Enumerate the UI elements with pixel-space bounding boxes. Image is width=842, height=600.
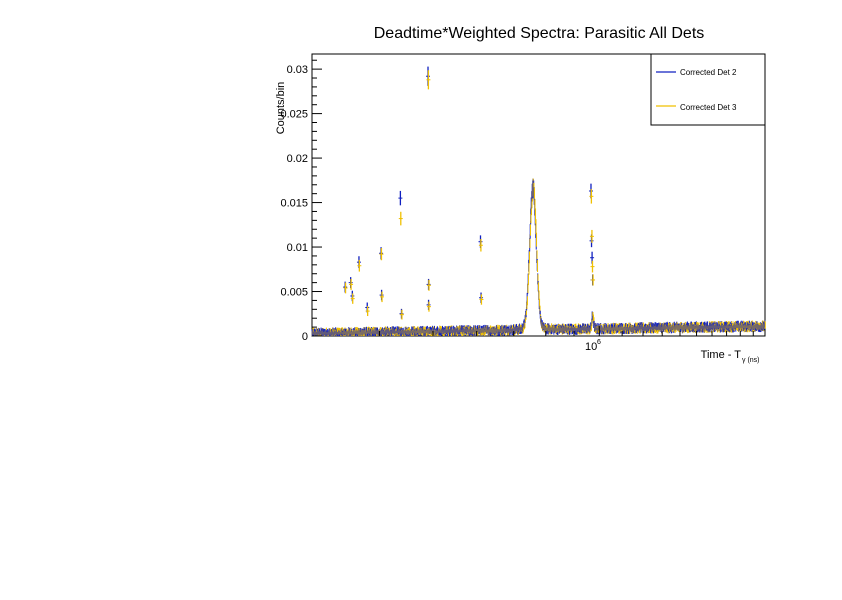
y-tick-label: 0.015 (280, 198, 308, 210)
y-tick-label: 0.02 (287, 153, 308, 165)
x-tick-label-base: 10 (585, 341, 597, 353)
y-tick-label: 0.03 (287, 64, 308, 76)
data-marks (311, 66, 766, 336)
y-axis: 0 0.005 0.01 0.015 0.02 0.025 0.03 (280, 59, 322, 343)
legend-box (650, 53, 766, 126)
chart-title: Deadtime*Weighted Spectra: Parasitic All… (374, 25, 705, 42)
legend-label-det3: Corrected Det 3 (680, 103, 737, 112)
x-tick-label-exponent: 6 (597, 339, 601, 346)
y-axis-label: Counts/bin (275, 82, 287, 135)
plot-frame (311, 53, 766, 337)
x-axis-label-subscript: γ (ns) (742, 357, 760, 364)
y-tick-label: 0.025 (280, 109, 308, 121)
legend: Corrected Det 2 Corrected Det 3 (650, 53, 766, 126)
y-tick-label: 0 (302, 331, 308, 343)
y-tick-label: 0.01 (287, 242, 308, 254)
x-axis-label: Time - T (701, 349, 742, 361)
legend-label-det2: Corrected Det 2 (680, 68, 737, 77)
x-axis (378, 326, 754, 336)
y-tick-label: 0.005 (280, 287, 308, 299)
